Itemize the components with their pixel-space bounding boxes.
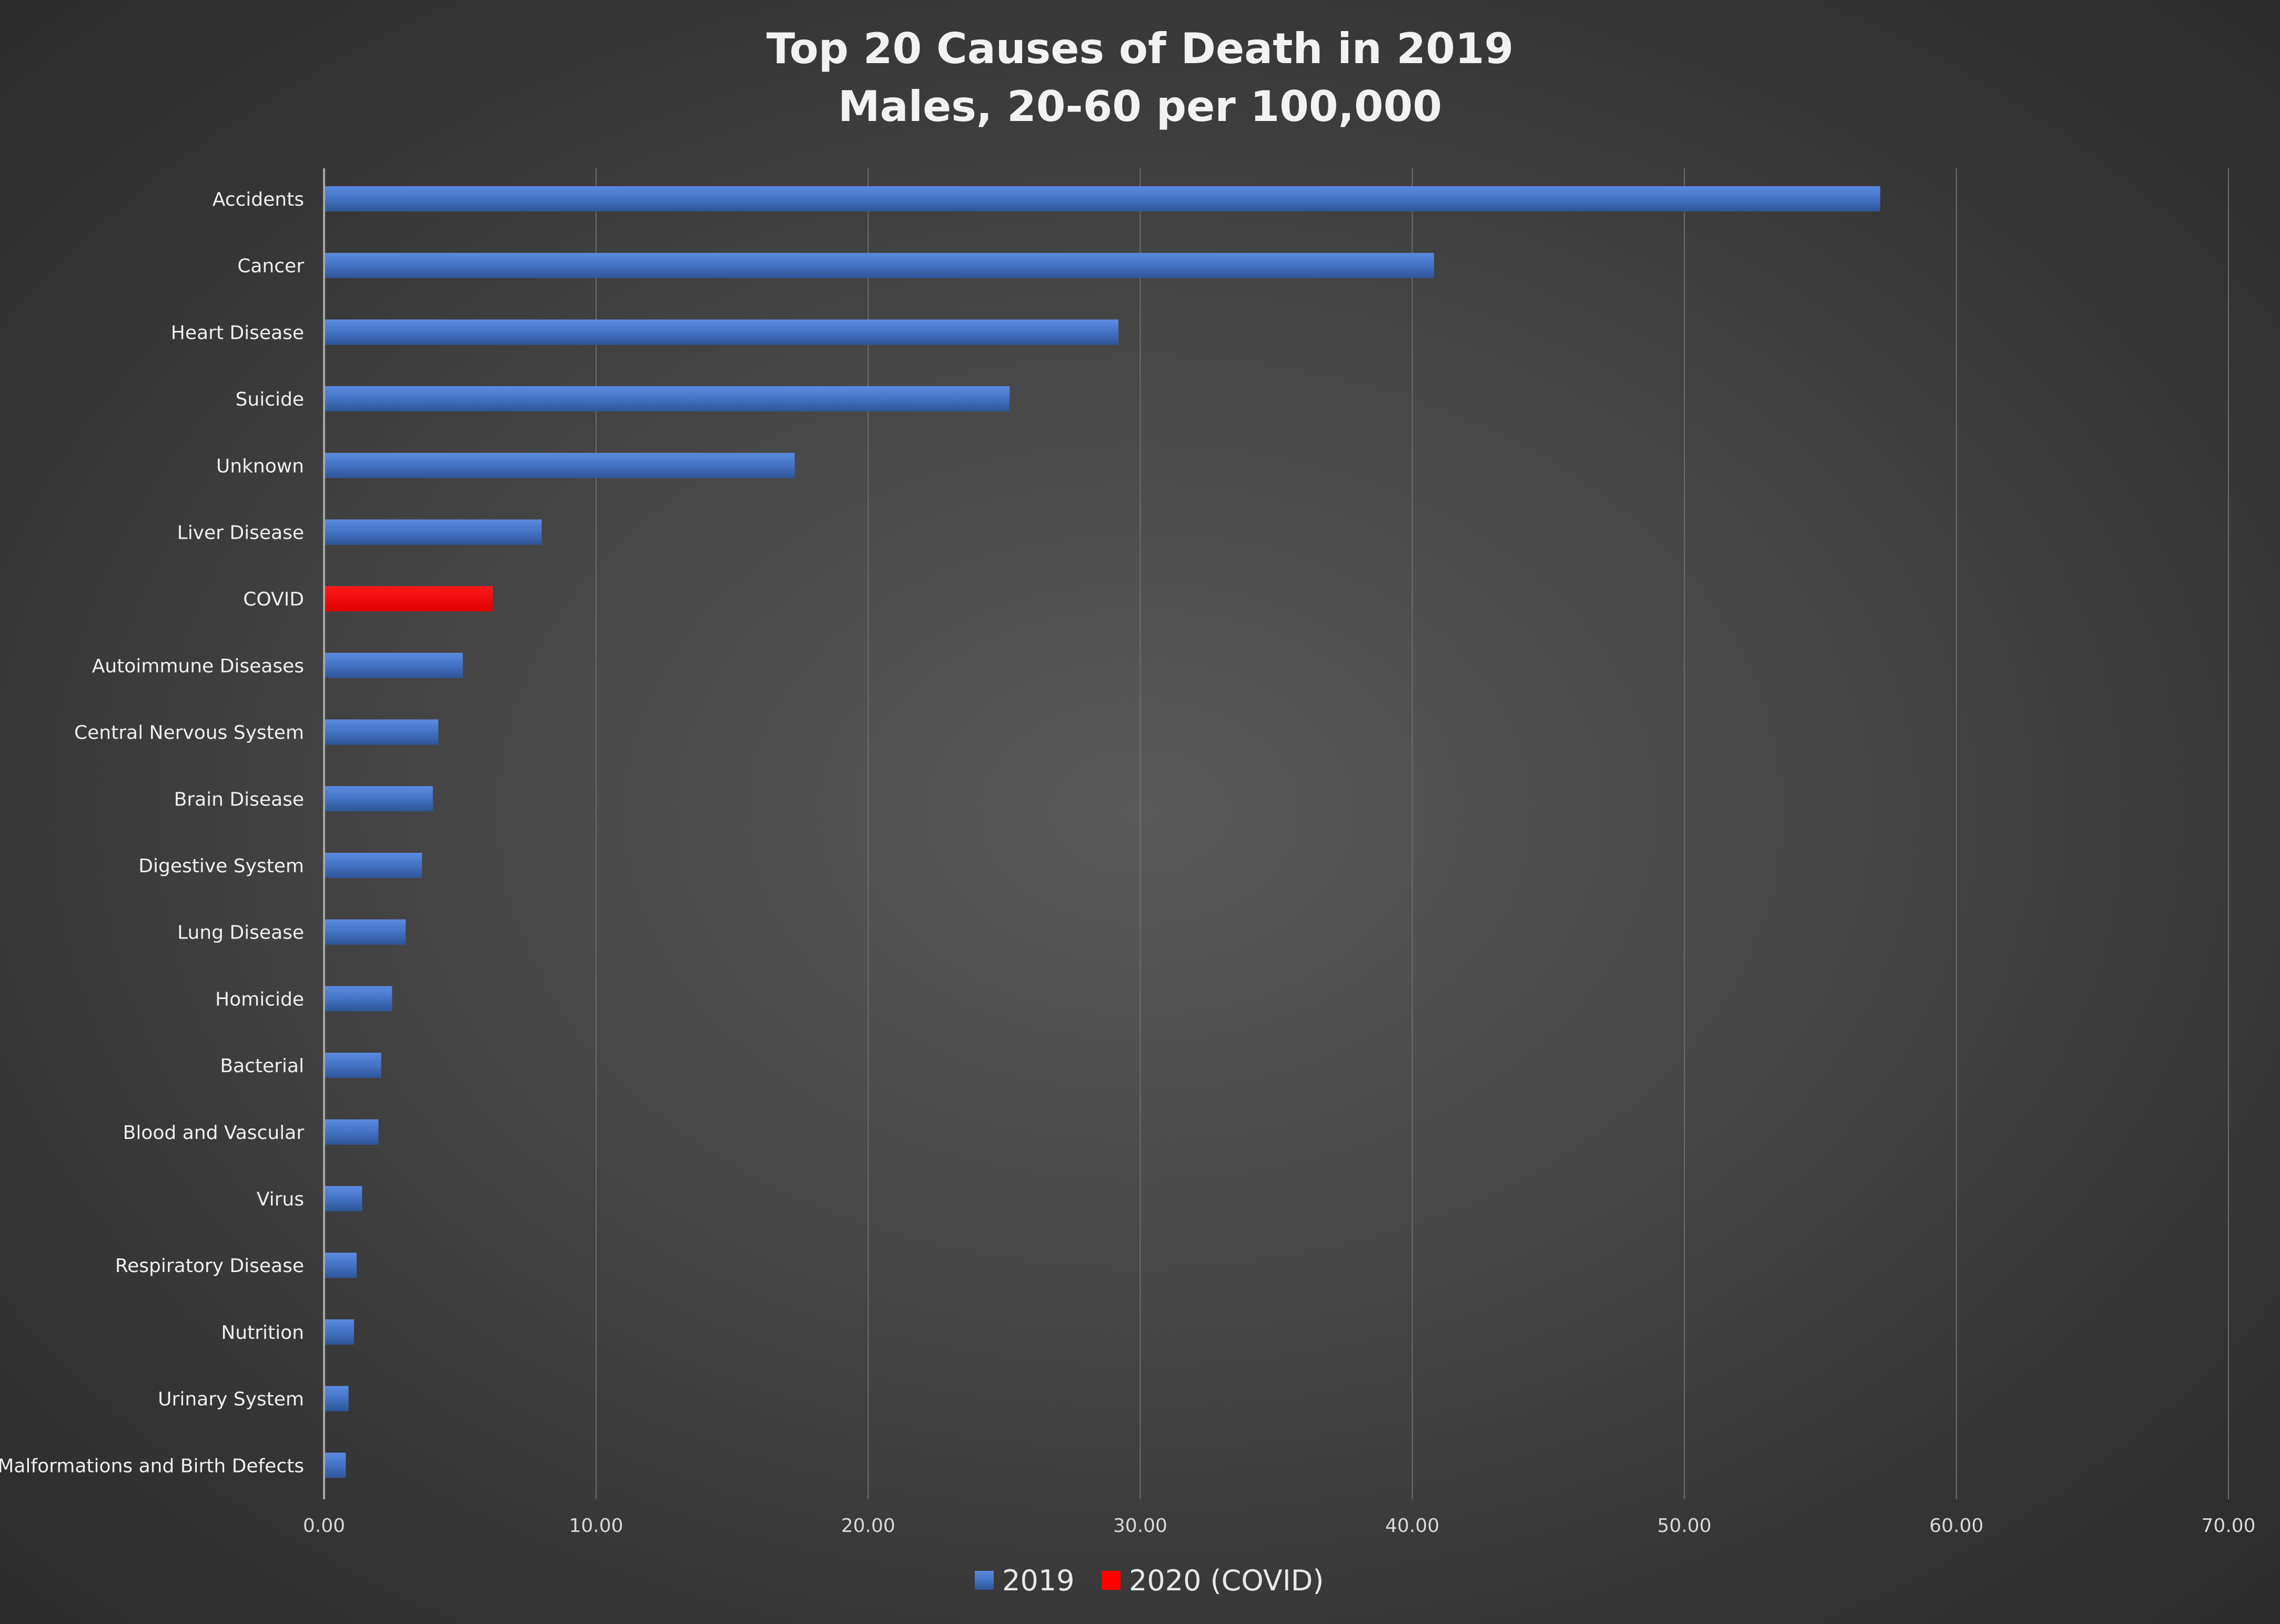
bar-cancer — [324, 253, 1434, 278]
category-label-accidents: Accidents — [213, 189, 304, 210]
bar-accidents — [324, 186, 1881, 211]
bar-virus — [324, 1186, 362, 1212]
category-label-autoimmune-diseases: Autoimmune Diseases — [92, 655, 304, 677]
bars — [324, 186, 1881, 1478]
bar-respiratory-disease — [324, 1253, 357, 1278]
category-label-suicide: Suicide — [236, 389, 304, 410]
category-label-digestive-system: Digestive System — [138, 855, 304, 877]
x-tick-labels: 0.00 10.00 20.00 30.00 40.00 50.00 60.00 70.00 — [303, 1515, 2256, 1537]
category-label-cancer: Cancer — [237, 256, 304, 277]
chart-title: Top 20 Causes of Death in 2019 — [766, 24, 1514, 73]
category-label-liver-disease: Liver Disease — [177, 522, 304, 544]
bar-brain-disease — [324, 786, 433, 812]
bar-malformations-and-birth-defects — [324, 1452, 346, 1478]
bar-unknown — [324, 452, 795, 478]
bar-central-nervous-system — [324, 719, 439, 745]
legend-swatch-covid — [1102, 1571, 1121, 1590]
bar-lung-disease — [324, 919, 406, 945]
bar-blood-and-vascular — [324, 1119, 379, 1145]
x-tick-label: 20.00 — [841, 1515, 895, 1537]
category-label-nutrition: Nutrition — [221, 1322, 304, 1344]
bar-suicide — [324, 386, 1010, 412]
category-label-heart-disease: Heart Disease — [171, 322, 304, 344]
bar-liver-disease — [324, 519, 542, 545]
x-tick-label: 10.00 — [569, 1515, 623, 1537]
category-label-central-nervous-system: Central Nervous System — [74, 722, 304, 744]
gridlines — [596, 168, 2229, 1499]
bar-homicide — [324, 986, 392, 1012]
bar-heart-disease — [324, 319, 1119, 345]
x-tick-label: 30.00 — [1113, 1515, 1167, 1537]
bar-autoimmune-diseases — [324, 652, 463, 678]
category-label-urinary-system: Urinary System — [158, 1389, 304, 1410]
category-labels: Accidents Cancer Heart Disease Suicide Unkno… — [0, 189, 304, 1477]
legend-swatch-2019 — [975, 1571, 994, 1590]
bar-nutrition — [324, 1319, 354, 1345]
x-tick-label: 50.00 — [1657, 1515, 1711, 1537]
category-label-virus: Virus — [257, 1189, 304, 1211]
category-label-bacterial: Bacterial — [220, 1055, 304, 1077]
x-tick-label: 40.00 — [1385, 1515, 1439, 1537]
x-tick-label: 70.00 — [2201, 1515, 2255, 1537]
chart-subtitle: Males, 20-60 per 100,000 — [838, 82, 1442, 131]
category-label-covid: COVID — [243, 589, 304, 610]
category-label-lung-disease: Lung Disease — [177, 922, 304, 944]
legend-label-2019: 2019 — [1002, 1564, 1074, 1597]
category-label-homicide: Homicide — [215, 988, 304, 1010]
legend-label-covid: 2020 (COVID) — [1129, 1564, 1324, 1597]
legend: 2019 2020 (COVID) — [975, 1564, 1324, 1597]
category-label-unknown: Unknown — [216, 456, 304, 477]
bar-bacterial — [324, 1053, 381, 1078]
bar-digestive-system — [324, 853, 422, 878]
category-label-brain-disease: Brain Disease — [174, 789, 304, 810]
category-label-respiratory-disease: Respiratory Disease — [115, 1255, 304, 1277]
bar-covid — [324, 586, 493, 612]
bar-urinary-system — [324, 1386, 349, 1411]
category-label-malformations-and-birth-defects: Malformations and Birth Defects — [0, 1455, 304, 1477]
x-tick-label: 60.00 — [1929, 1515, 1983, 1537]
category-label-blood-and-vascular: Blood and Vascular — [123, 1122, 305, 1144]
x-tick-label: 0.00 — [303, 1515, 345, 1537]
